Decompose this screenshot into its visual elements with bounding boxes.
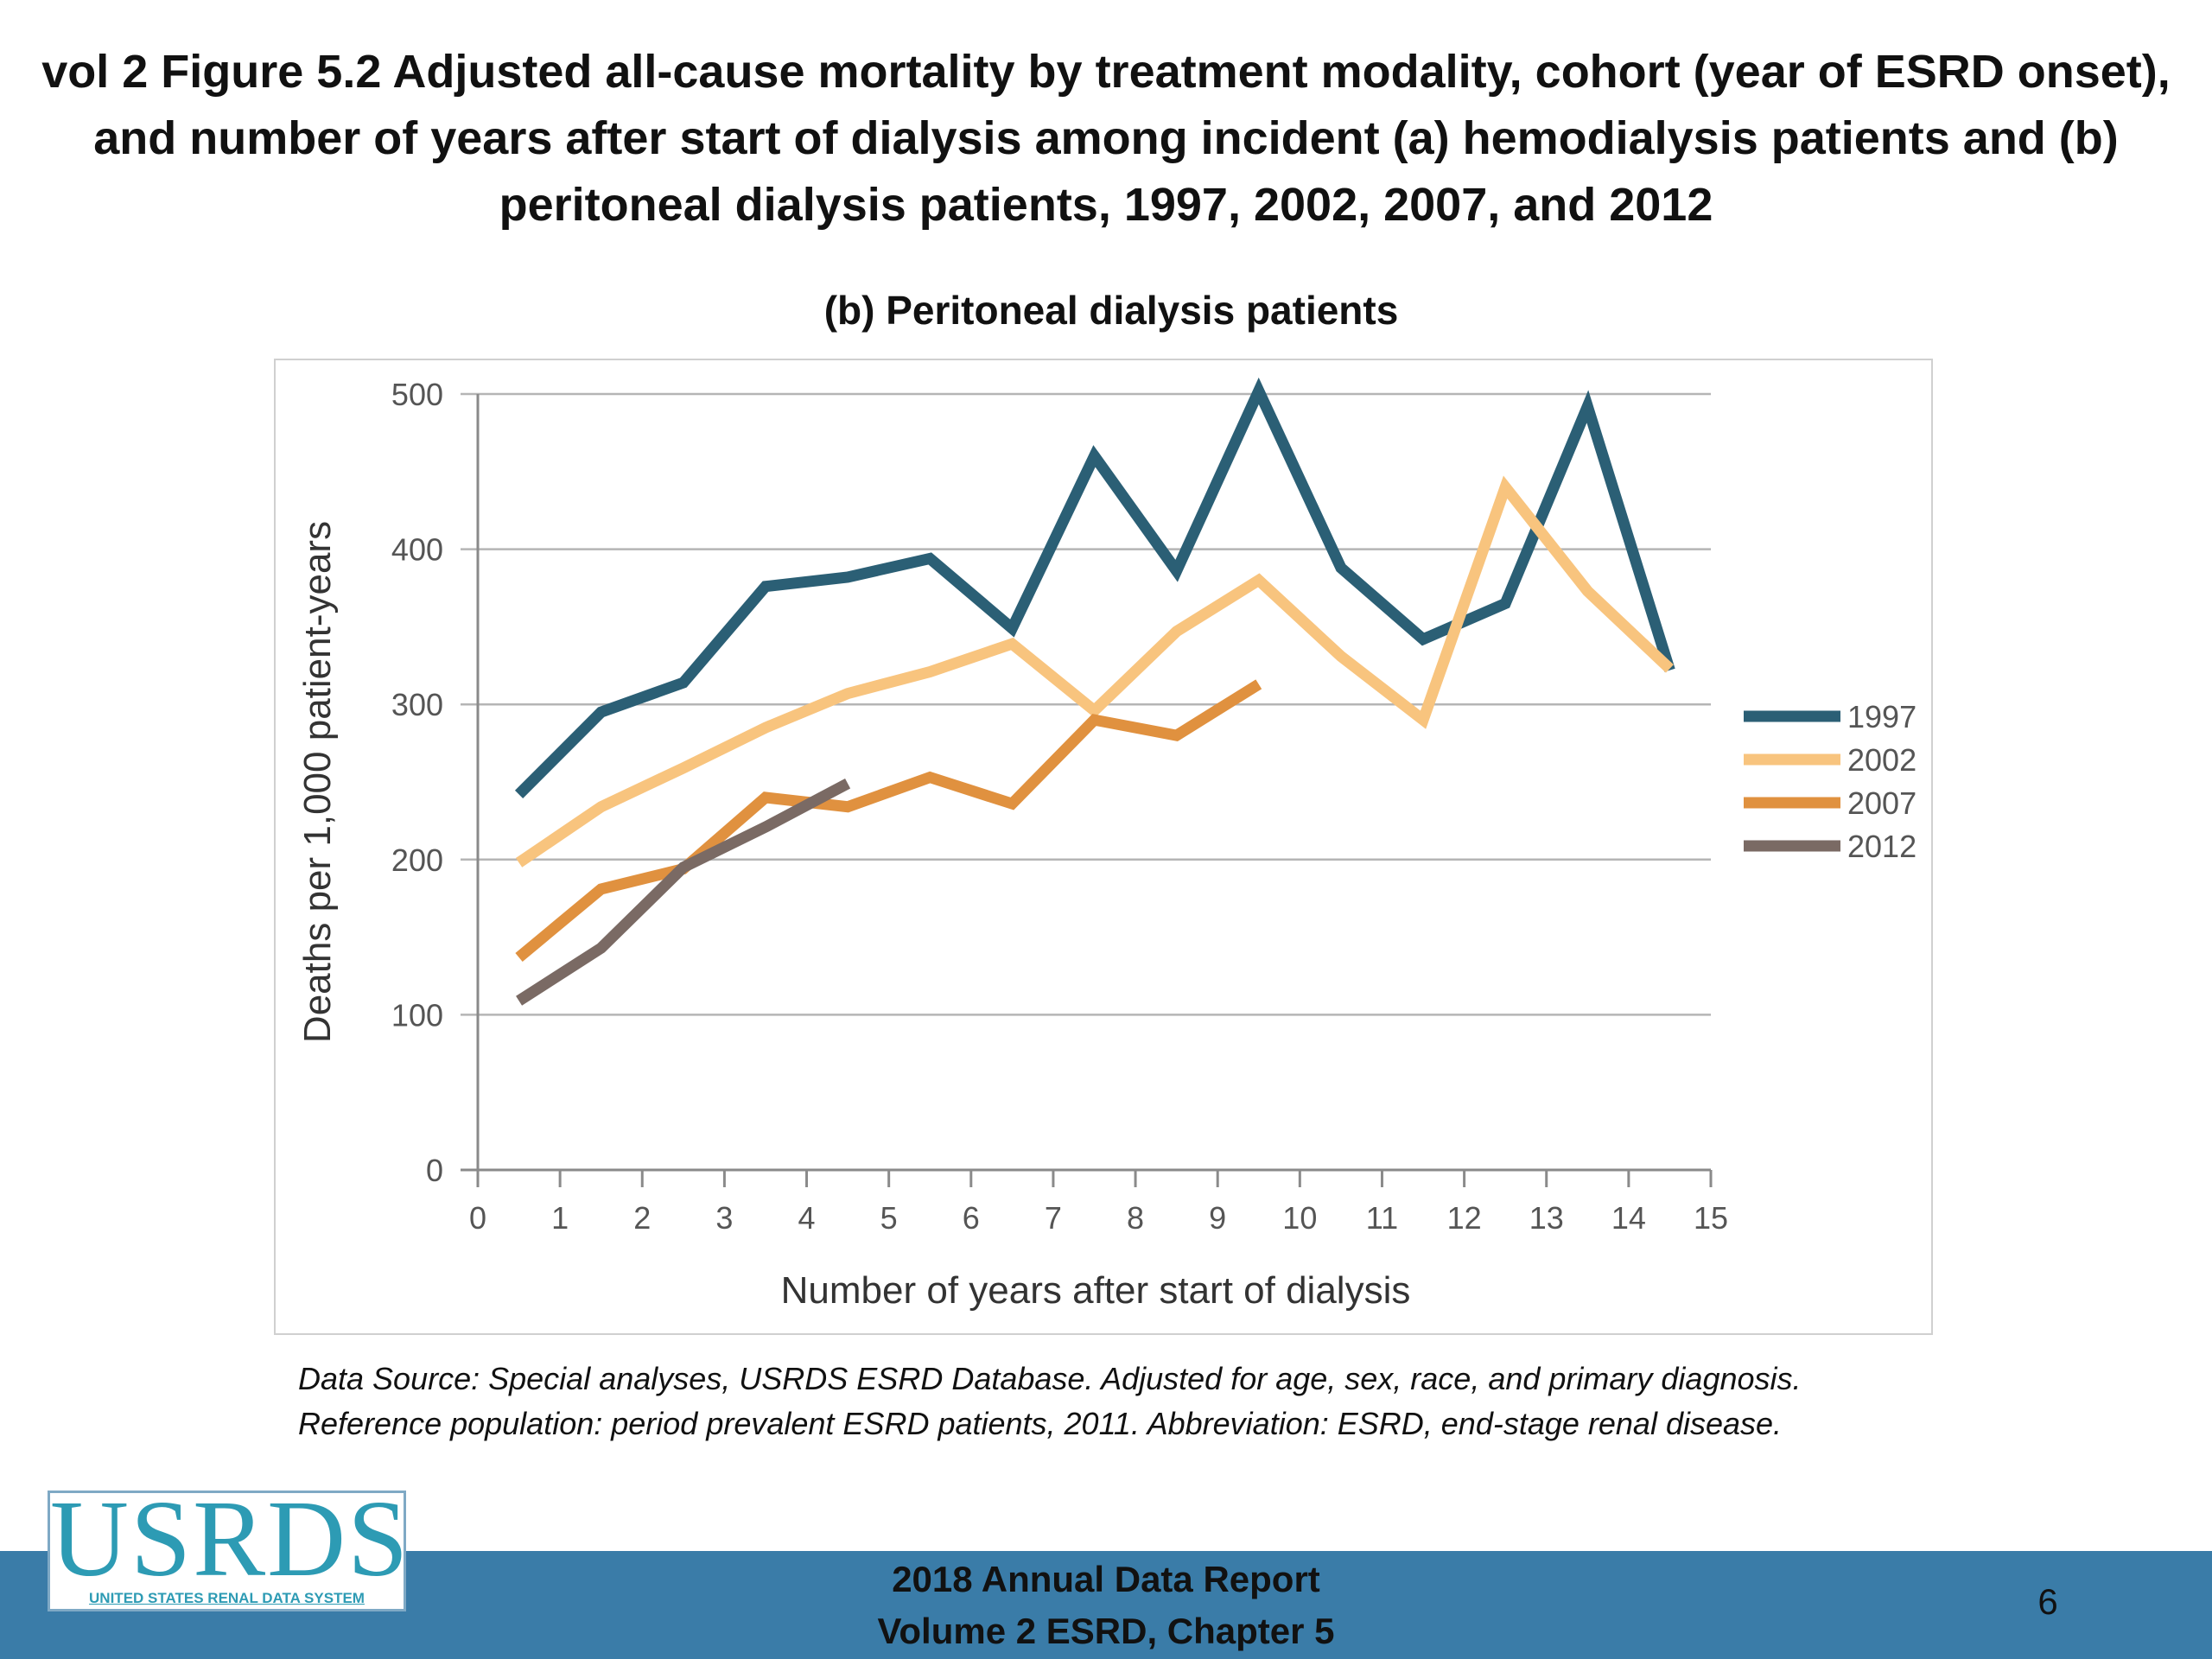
legend-label-2012: 2012 — [1847, 829, 1916, 864]
source-note-line-1: Data Source: Special analyses, USRDS ESR… — [298, 1361, 1802, 1396]
x-tick-label: 12 — [1447, 1200, 1482, 1236]
series-line-2002 — [515, 475, 1674, 868]
y-tick-label: 300 — [391, 687, 443, 722]
y-tick-label: 100 — [391, 997, 443, 1033]
series-lines — [514, 377, 1675, 1006]
x-tick-label: 2 — [633, 1200, 651, 1236]
legend-label-2002: 2002 — [1847, 742, 1916, 778]
footer-line-1: 2018 Annual Data Report — [892, 1559, 1320, 1599]
y-tick-label: 0 — [426, 1153, 443, 1188]
chart-title: (b) Peritoneal dialysis patients — [824, 288, 1399, 333]
x-tick-label: 14 — [1611, 1200, 1646, 1236]
x-tick-label: 10 — [1282, 1200, 1317, 1236]
x-tick-label: 9 — [1209, 1200, 1226, 1236]
legend: 1997 2002 2007 2012 — [1744, 699, 1916, 864]
footer-title: 2018 Annual Data Report Volume 2 ESRD, C… — [674, 1554, 1538, 1657]
y-tick-label: 200 — [391, 842, 443, 878]
legend-label-1997: 1997 — [1847, 699, 1916, 734]
x-tick-label: 11 — [1366, 1200, 1398, 1236]
x-tick-label: 13 — [1529, 1200, 1564, 1236]
y-tick-label: 400 — [391, 532, 443, 568]
legend-label-2007: 2007 — [1847, 785, 1916, 821]
x-tick-label: 0 — [469, 1200, 486, 1236]
logo-wordmark: USRDS — [50, 1479, 410, 1599]
series-line-2012 — [516, 779, 851, 1006]
source-note: Data Source: Special analyses, USRDS ESR… — [298, 1357, 2026, 1446]
x-tick-label: 15 — [1694, 1200, 1728, 1236]
y-tick-label: 500 — [391, 377, 443, 412]
x-tick-label: 7 — [1045, 1200, 1062, 1236]
y-axis-label: Deaths per 1,000 patient-years — [296, 521, 339, 1043]
usrds-logo: USRDS UNITED STATES RENAL DATA SYSTEM — [48, 1479, 410, 1611]
x-axis-label: Number of years after start of dialysis — [781, 1269, 1411, 1312]
x-tick-label: 8 — [1127, 1200, 1144, 1236]
page-number: 6 — [2037, 1581, 2058, 1622]
x-tick-label: 5 — [880, 1200, 898, 1236]
x-tick-label: 6 — [963, 1200, 980, 1236]
series-line-1997 — [514, 377, 1675, 798]
source-note-line-2: Reference population: period prevalent E… — [298, 1406, 1783, 1441]
x-tick-label: 4 — [798, 1200, 816, 1236]
chart-frame — [274, 359, 1933, 1335]
logo-subtitle: UNITED STATES RENAL DATA SYSTEM — [89, 1590, 365, 1606]
slide-title: vol 2 Figure 5.2 Adjusted all-cause mort… — [41, 46, 2171, 231]
series-line-2007 — [515, 679, 1262, 962]
x-tick-label: 3 — [715, 1200, 733, 1236]
x-tick-label: 1 — [551, 1200, 569, 1236]
footer-line-2: Volume 2 ESRD, Chapter 5 — [877, 1611, 1335, 1651]
